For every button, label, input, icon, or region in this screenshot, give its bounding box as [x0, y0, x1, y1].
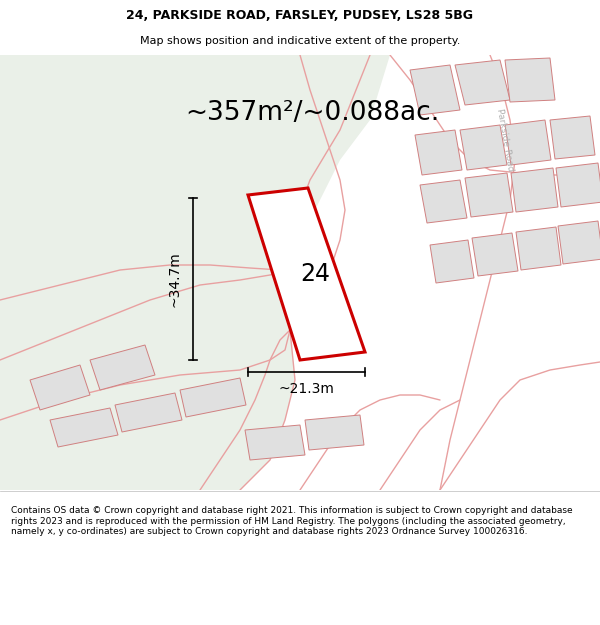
Polygon shape	[550, 116, 595, 159]
Polygon shape	[245, 425, 305, 460]
Polygon shape	[465, 173, 513, 217]
Polygon shape	[115, 393, 182, 432]
Polygon shape	[516, 227, 561, 270]
Polygon shape	[472, 233, 518, 276]
Polygon shape	[50, 408, 118, 447]
Text: ~357m²/~0.088ac.: ~357m²/~0.088ac.	[185, 100, 439, 126]
Polygon shape	[90, 345, 155, 390]
Polygon shape	[180, 378, 246, 417]
Polygon shape	[460, 125, 507, 170]
Polygon shape	[430, 240, 474, 283]
Text: 24, PARKSIDE ROAD, FARSLEY, PUDSEY, LS28 5BG: 24, PARKSIDE ROAD, FARSLEY, PUDSEY, LS28…	[127, 9, 473, 22]
Polygon shape	[556, 163, 600, 207]
Text: Map shows position and indicative extent of the property.: Map shows position and indicative extent…	[140, 36, 460, 46]
Polygon shape	[558, 221, 600, 264]
Polygon shape	[415, 130, 462, 175]
Text: ~34.7m: ~34.7m	[167, 251, 181, 307]
Text: Contains OS data © Crown copyright and database right 2021. This information is : Contains OS data © Crown copyright and d…	[11, 506, 572, 536]
Polygon shape	[410, 65, 460, 115]
Polygon shape	[420, 180, 467, 223]
Polygon shape	[248, 188, 365, 360]
Polygon shape	[511, 168, 558, 212]
Polygon shape	[30, 365, 90, 410]
Polygon shape	[455, 60, 510, 105]
Polygon shape	[505, 120, 551, 165]
Polygon shape	[305, 415, 364, 450]
Text: 24: 24	[300, 262, 330, 286]
Polygon shape	[505, 58, 555, 102]
Text: ~21.3m: ~21.3m	[278, 382, 334, 396]
Polygon shape	[0, 55, 390, 490]
Text: Parkside Road: Parkside Road	[495, 108, 515, 172]
